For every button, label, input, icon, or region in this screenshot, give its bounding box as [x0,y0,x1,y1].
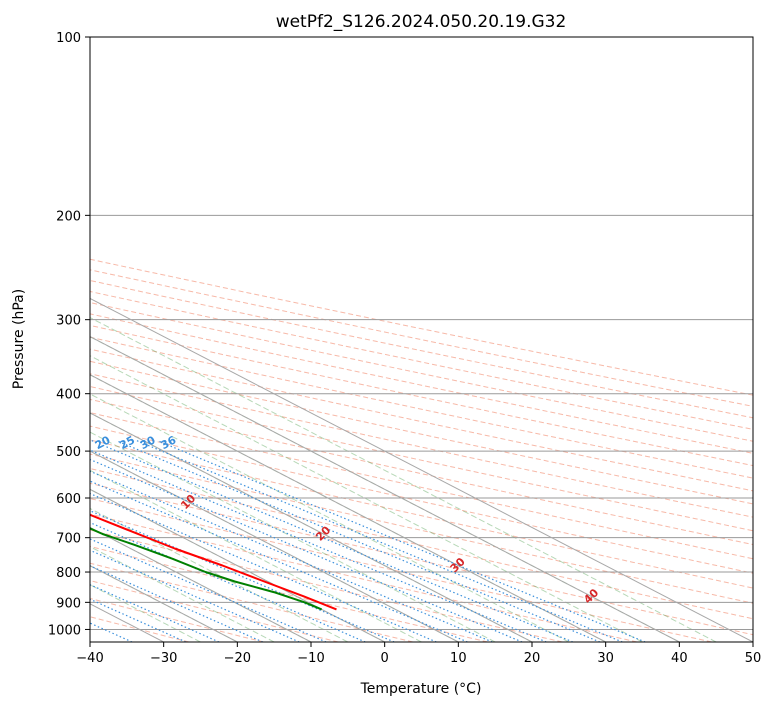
x-tick-label: 40 [671,651,688,666]
y-tick-label: 100 [56,31,81,46]
mixing-ratio-label: 36 [159,433,179,452]
x-tick-label: −40 [76,651,103,666]
isobar-grid [90,37,753,630]
isotherm-line [90,374,606,642]
mixing-ratio-label: 30 [138,433,158,452]
y-tick-label: 200 [56,209,81,224]
dry-adiabat-line [90,453,753,604]
x-tick-label: 20 [524,651,541,666]
y-tick-label: 800 [56,566,81,581]
moist-adiabat-line [90,431,496,642]
moist-adiabat-line [90,469,422,642]
moist-adiabat-line [90,355,643,642]
y-tick-label: 700 [56,532,81,547]
y-tick-label: 600 [56,492,81,507]
mixing-ratio-line [136,440,623,642]
mixing-ratio-label: 20 [93,433,113,452]
dry-adiabat-line [90,439,753,589]
y-tick-label: 1000 [48,623,81,638]
y-tick-label: 500 [56,445,81,460]
dry-adiabat-line [90,412,753,560]
x-axis-label: Temperature (°C) [360,681,482,697]
x-tick-label: −20 [224,651,251,666]
moist-adiabat-line [90,546,275,642]
dry-adiabat-line [90,258,753,396]
mixing-ratio-labels: 0.10.20.40.611.52346810131620253036 [93,433,179,452]
dry-adiabat-line [90,269,753,407]
y-tick-label: 300 [56,314,81,329]
plot-frame [89,36,754,643]
dry-adiabat-line [90,482,753,636]
mixing-ratio-line [116,440,601,642]
mixing-ratio-line [90,538,327,642]
dry-adiabat-line [90,562,414,642]
dry-adiabat-line [90,529,563,642]
x-tick-label: −10 [297,651,324,666]
isotherm-line [90,412,533,642]
mixing-ratio-line [90,565,264,642]
axes: −40 −30 −20 −10 0 10 20 30 40 50 100 200 300 400 500 60… [48,31,761,666]
y-tick-label: 900 [56,596,81,611]
moist-adiabat-line [90,393,570,642]
mixing-ratio-lines [90,440,646,642]
mixing-ratio-line [90,449,547,642]
mixing-ratio-line [90,584,220,642]
y-axis-label: Pressure (hPa) [11,289,27,389]
isotherms [90,297,753,642]
x-tick-label: −30 [150,651,177,666]
x-tick-label: 30 [597,651,614,666]
dry-adiabat-line [90,279,753,419]
y-tick-label: 400 [56,388,81,403]
mixing-ratio-line [90,470,493,642]
dry-adiabat-line [90,360,753,505]
dry-adiabat-line [90,385,753,532]
dry-adiabat-line [90,425,753,574]
moist-adiabat-line [90,507,349,642]
isotherm-line [90,526,312,642]
isotherm-line [90,488,385,642]
chart-title: wetPf2_S126.2024.050.20.19.G32 [276,12,567,32]
x-tick-label: 50 [745,651,762,666]
moist-adiabat-line [90,584,201,642]
mixing-ratio-line [90,480,468,642]
x-tick-label: 0 [381,651,389,666]
plot-area: -100-90-80-70-60-50-40-30-20-10010203040… [90,37,753,642]
mixing-ratio-line [157,440,646,642]
moist-adiabat-line [90,317,717,642]
dry-adiabat-line [90,597,264,642]
isotherm-line [90,297,753,642]
mixing-ratio-label: 25 [117,433,137,452]
x-tick-label: 10 [450,651,467,666]
isotherm-line [90,450,459,642]
mixing-ratio-line [90,549,300,642]
isotherm-line [90,336,680,642]
